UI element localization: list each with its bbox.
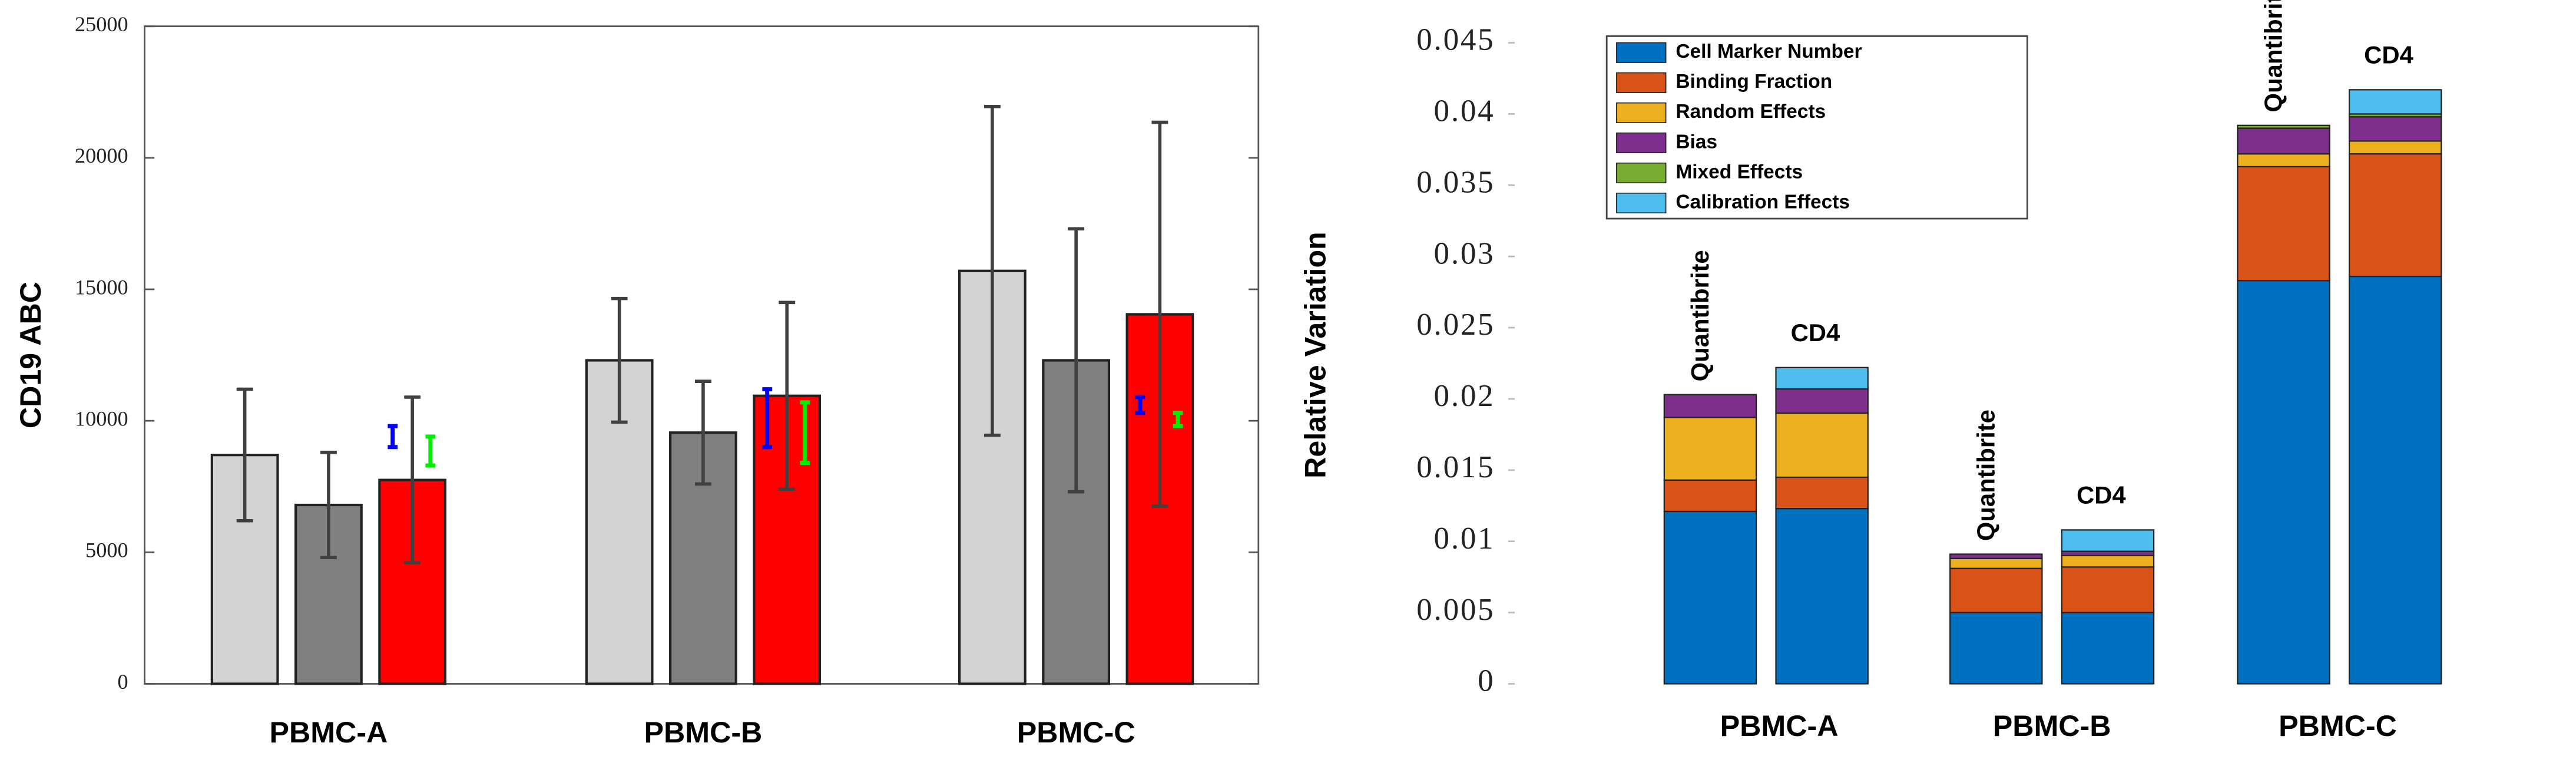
bar-segment (1775, 412, 1869, 478)
error-bar (320, 450, 337, 560)
y-tick-label: 0.03 (1434, 236, 1495, 270)
bar-segment (1663, 510, 1757, 685)
bar-annotation: CD4 (2364, 41, 2413, 69)
x-tick-label: PBMC-C (1017, 716, 1135, 749)
error-bar (1151, 120, 1168, 509)
error-bar (984, 105, 1001, 437)
y-tick-label: 0.04 (1434, 94, 1495, 128)
bar-annotation: Quantibrite (1686, 250, 1714, 381)
bar-segment (2061, 612, 2155, 685)
x-tick-label: PBMC-A (270, 716, 388, 749)
group-label: PBMC-A (1720, 709, 1839, 742)
legend-box (1605, 35, 2028, 220)
legend-swatch (1616, 162, 1667, 184)
legend-swatch (1616, 102, 1667, 123)
error-bar (611, 296, 628, 424)
error-bar (1068, 227, 1085, 494)
y-tick-label: 0 (117, 670, 128, 694)
bar-segment (2237, 124, 2330, 129)
bar-annotation: Quantibrite (1972, 410, 1999, 541)
legend-label: Calibration Effects (1676, 191, 1850, 213)
bar-segment (2237, 280, 2330, 685)
bar-segment (1775, 508, 1869, 685)
bar-segment (2348, 116, 2442, 142)
y-tick-label: 0.02 (1434, 379, 1495, 413)
error-bar (694, 379, 711, 486)
y-tick-label: 25000 (75, 12, 128, 36)
bar-annotation: Quantibrite (2260, 0, 2287, 112)
x-tick-label: PBMC-B (644, 716, 763, 749)
legend-label: Mixed Effects (1676, 161, 1803, 183)
error-bar (425, 434, 436, 468)
legend-label: Cell Marker Number (1676, 41, 1862, 62)
bar-segment (2237, 153, 2330, 168)
bar-segment (2061, 566, 2155, 613)
legend-swatch (1616, 72, 1667, 93)
y-tick-label: 0.01 (1434, 521, 1495, 556)
bar-segment (1949, 557, 2043, 569)
bar-segment (1775, 388, 1869, 414)
legend-swatch (1616, 132, 1667, 154)
bar-segment (2237, 166, 2330, 282)
y-tick-label: 20000 (75, 144, 128, 167)
bar-segment (2061, 529, 2155, 552)
y-tick-label: 0.025 (1416, 308, 1495, 342)
y-tick-label: 0.035 (1416, 165, 1495, 199)
group-label: PBMC-B (1993, 709, 2111, 742)
bar-segment (1663, 394, 1757, 418)
bar-segment (1663, 417, 1757, 481)
error-bar (236, 387, 253, 523)
legend-swatch (1616, 192, 1667, 214)
error-bar (388, 424, 398, 450)
group-label: PBMC-C (2279, 709, 2397, 742)
y-tick-label: 5000 (85, 539, 128, 562)
error-bar (1135, 395, 1145, 415)
legend-label: Random Effects (1676, 101, 1826, 123)
y-axis-label: Relative Variation (1299, 232, 1332, 478)
legend-label: Bias (1676, 131, 1717, 153)
y-tick-label: 0.045 (1416, 23, 1495, 57)
error-bar (404, 395, 421, 564)
bar-segment (1663, 479, 1757, 513)
bar-segment (1949, 553, 2043, 559)
bar-segment (2348, 140, 2442, 155)
y-tick-label: 15000 (75, 275, 128, 299)
bar-segment (2237, 127, 2330, 155)
error-bar (800, 400, 810, 465)
y-tick-label: 0.005 (1416, 593, 1495, 627)
bar-segment (2348, 153, 2442, 278)
bar-annotation: CD4 (2077, 481, 2126, 509)
y-tick-label: 10000 (75, 407, 128, 430)
bar-segment (1775, 476, 1869, 510)
error-bar (1173, 411, 1183, 428)
y-axis-label: CD19 ABC (14, 282, 47, 428)
bar-segment (2348, 275, 2442, 685)
y-tick-label: 0 (1478, 664, 1495, 698)
y-tick-label: 0.015 (1416, 450, 1495, 484)
bar-segment (1949, 612, 2043, 685)
legend-swatch (1616, 42, 1667, 63)
bar-segment (2061, 554, 2155, 568)
error-bar (779, 301, 796, 491)
bar-segment (1949, 567, 2043, 613)
legend-label: Binding Fraction (1676, 71, 1832, 93)
bar-segment (2348, 89, 2442, 115)
bar-annotation: CD4 (1791, 319, 1840, 346)
error-bar (762, 387, 773, 450)
bar-segment (1775, 367, 1869, 390)
